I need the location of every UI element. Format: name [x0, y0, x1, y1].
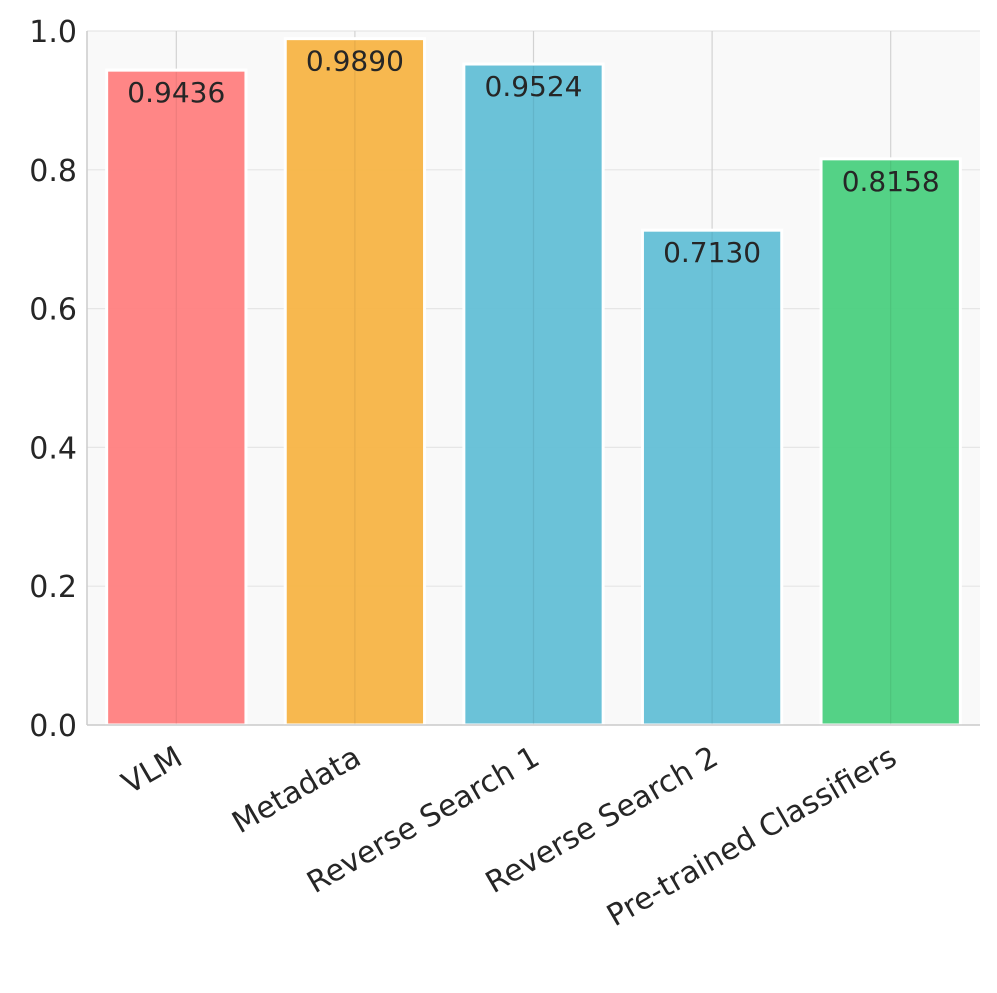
x-tick-label: Metadata: [226, 740, 367, 841]
bar-value-label: 0.9436: [127, 76, 225, 109]
y-tick-label: 0.4: [29, 431, 77, 466]
bars: [105, 37, 962, 727]
y-tick-label: 1.0: [29, 15, 77, 50]
bar-value-label: 0.8158: [842, 165, 940, 198]
y-tick-label: 0.8: [29, 154, 77, 189]
value-labels: 0.9436 0.9890 0.9524 0.7130 0.8158: [127, 45, 939, 270]
bar-value-label: 0.7130: [663, 236, 761, 269]
bar-value-label: 0.9890: [306, 45, 404, 78]
y-tick-label: 0.2: [29, 570, 77, 605]
y-tick-label: 0.6: [29, 293, 77, 328]
bar: [819, 157, 962, 727]
x-tick-label: VLM: [116, 740, 188, 802]
y-tick-label: 0.0: [29, 709, 77, 744]
bar: [283, 37, 427, 727]
bar: [105, 68, 248, 727]
bar-value-label: 0.9524: [485, 70, 583, 103]
y-axis-ticks: 0.0 0.2 0.4 0.6 0.8 1.0: [29, 15, 77, 744]
bar: [640, 228, 784, 727]
x-tick-label: Pre-trained Classifiers: [601, 740, 903, 934]
